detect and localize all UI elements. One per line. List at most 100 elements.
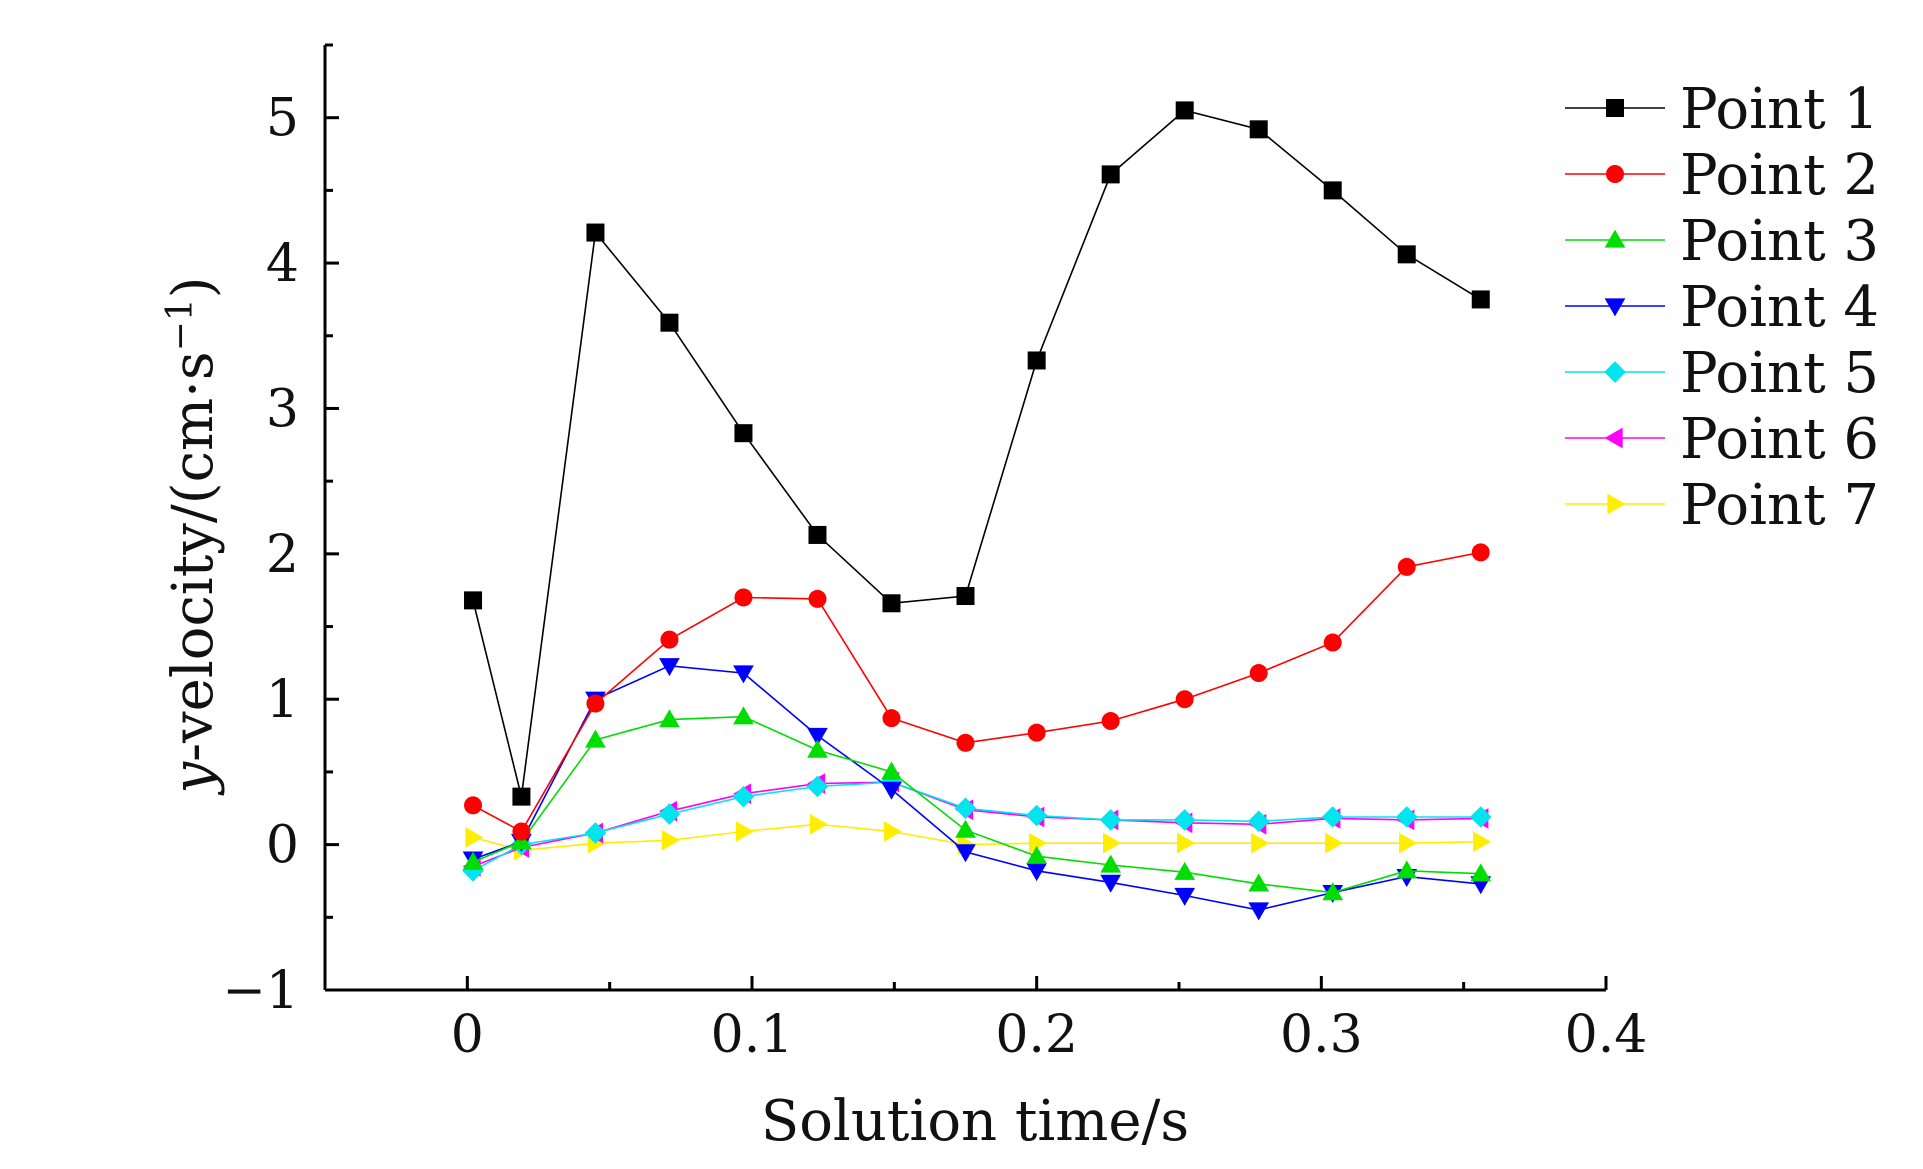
data-point	[956, 587, 975, 606]
data-point	[1027, 351, 1046, 370]
legend-label: Point 3	[1680, 209, 1879, 274]
y-tick-label: 5	[266, 89, 299, 149]
data-point	[464, 591, 483, 610]
legend-item: Point 3	[1565, 209, 1879, 274]
series-line	[472, 551, 1481, 833]
data-point	[1173, 809, 1196, 831]
data-point	[1321, 806, 1344, 828]
legend-label: Point 2	[1680, 143, 1879, 208]
series-line	[472, 664, 1481, 911]
series-line	[472, 715, 1481, 894]
data-point	[1249, 664, 1268, 683]
legend-marker	[1607, 493, 1626, 515]
data-point	[660, 313, 679, 332]
data-point	[1026, 845, 1048, 864]
y-axis-title-italic: y	[161, 761, 226, 797]
data-point	[1395, 806, 1418, 828]
data-point	[733, 706, 754, 725]
y-tick-label: 4	[266, 234, 299, 294]
data-point	[956, 733, 975, 752]
data-point	[512, 787, 531, 806]
legend-item: Point 6	[1565, 407, 1879, 472]
x-tick-label: 0.1	[711, 1005, 794, 1065]
legend-item: Point 5	[1565, 341, 1879, 406]
data-point	[1473, 831, 1492, 853]
data-point	[882, 594, 901, 613]
data-point	[1025, 804, 1048, 827]
data-point	[1249, 120, 1268, 139]
legend-item: Point 2	[1565, 143, 1879, 208]
data-point	[1397, 557, 1416, 576]
data-point	[732, 785, 755, 808]
series-line	[472, 781, 1481, 872]
data-point	[1103, 832, 1122, 854]
y-tick-label: 2	[266, 525, 299, 585]
data-point	[661, 829, 680, 851]
data-point	[1247, 810, 1270, 833]
data-point	[1174, 861, 1196, 880]
legend-item: Point 7	[1565, 473, 1879, 538]
data-point	[1325, 832, 1344, 854]
data-point	[881, 781, 902, 800]
data-point	[1174, 887, 1196, 906]
legend-marker	[1604, 229, 1626, 248]
data-point	[955, 844, 976, 863]
y-axis-title-close: )	[161, 276, 226, 298]
data-point	[806, 775, 829, 798]
legend-marker	[1604, 361, 1626, 383]
data-point	[659, 658, 680, 677]
data-point	[1469, 806, 1492, 828]
data-point	[1099, 809, 1122, 831]
data-point	[808, 589, 827, 608]
data-point	[1251, 832, 1270, 854]
y-tick-label: −1	[222, 961, 299, 1021]
data-point	[1029, 832, 1048, 854]
data-point	[733, 665, 754, 684]
plot-axes	[323, 45, 1606, 992]
data-point	[735, 821, 754, 842]
data-point	[1471, 543, 1490, 562]
data-point	[660, 630, 679, 649]
x-axis-title: Solution time/s	[761, 1089, 1189, 1154]
data-point	[1470, 863, 1492, 882]
data-point	[1177, 832, 1196, 854]
data-point	[808, 525, 827, 544]
x-axis-ticks: 0 0.1 0.2 0.3 0.4	[323, 976, 1647, 1065]
data-point	[883, 821, 902, 842]
legend-label: Point 5	[1680, 341, 1879, 406]
data-point	[1399, 832, 1418, 854]
y-tick-label: 1	[266, 670, 299, 730]
data-point	[954, 797, 977, 820]
x-tick-label: 0.3	[1280, 1005, 1363, 1065]
legend-marker	[1604, 298, 1626, 317]
data-point	[1101, 712, 1120, 731]
y-tick-label: 0	[266, 816, 299, 876]
data-point	[512, 822, 531, 841]
data-point	[586, 223, 605, 242]
y-axis-title-main: -velocity/(cm·s	[161, 351, 226, 761]
data-point	[1397, 245, 1416, 264]
data-point	[584, 822, 607, 844]
data-point	[1101, 165, 1120, 184]
data-point	[807, 727, 828, 746]
data-point	[659, 709, 680, 728]
series-line	[472, 109, 1482, 797]
data-point	[658, 803, 681, 825]
data-point	[734, 424, 753, 443]
data-point	[1396, 860, 1418, 879]
data-point	[462, 851, 484, 870]
data-point	[586, 694, 605, 713]
legend-marker	[1606, 99, 1624, 117]
y-tick-label: 3	[266, 379, 299, 439]
data-point	[1323, 633, 1342, 652]
y-axis-title: y-velocity/(cm·s−1)	[160, 276, 226, 796]
data-point	[1026, 863, 1048, 882]
series-layer	[462, 101, 1492, 921]
data-point	[734, 588, 753, 607]
x-tick-label: 0	[451, 1005, 484, 1065]
data-point	[955, 819, 976, 838]
data-point	[1471, 290, 1490, 309]
data-point	[1323, 181, 1342, 200]
